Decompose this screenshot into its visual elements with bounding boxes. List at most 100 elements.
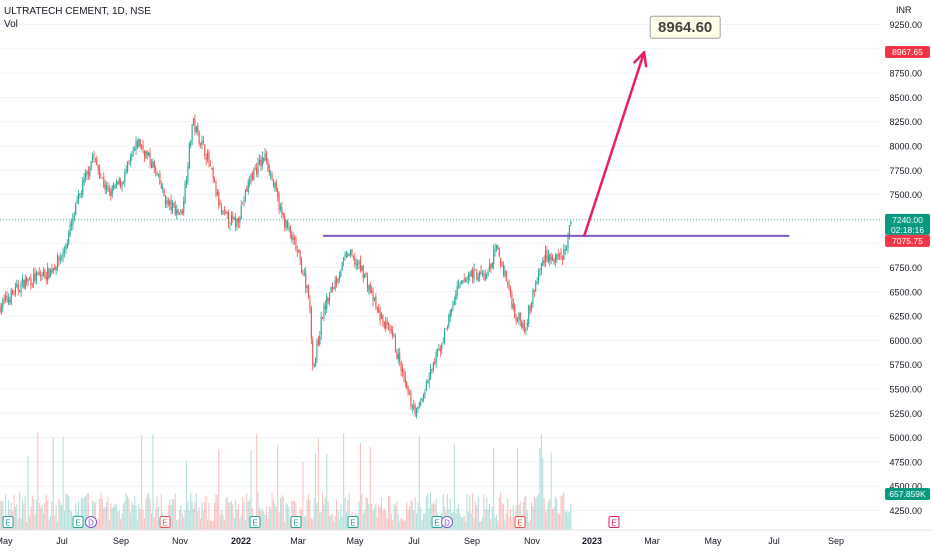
volume-bar [545,512,547,530]
candle-body [458,285,460,286]
volume-bar [343,433,345,530]
volume-bar [333,520,335,530]
volume-bar [226,496,228,530]
candle-body [362,265,364,279]
volume-bar [83,497,85,530]
volume-bar [97,518,99,530]
time-axis-label: Nov [524,536,541,546]
candle-body [437,352,439,354]
candle-body [47,267,49,281]
volume-bar [371,503,373,530]
volume-bar [265,506,268,530]
volume-bar [504,520,506,530]
earnings-marker-label: E [611,519,616,528]
candle-body [470,270,472,277]
price-tick-label: 5750.00 [889,360,922,370]
volume-bar [336,499,338,530]
candle-body [418,402,420,406]
price-tick-label: 5500.00 [889,385,922,395]
volume-bar [197,511,199,530]
candle-body [427,382,429,383]
volume-bar [302,461,304,530]
candle-body [82,181,84,196]
volume-bar [312,519,314,530]
volume-bar [267,518,269,530]
volume-bar [406,502,408,530]
candle-body [244,189,246,200]
level-badge-bg [885,234,930,247]
volume-bar [341,516,343,530]
volume-bar [13,494,15,530]
time-axis-label: Sep [828,536,844,546]
candle-body [100,177,102,179]
candle-body [34,272,36,282]
volume-bar [474,501,476,530]
candle-body [216,192,218,196]
candle-body [542,260,544,266]
candle-body [149,152,151,164]
volume-bar [324,497,326,530]
volume-bar [414,496,416,530]
price-tick-label: 6250.00 [889,312,922,322]
candle-body [536,281,538,284]
volume-bar [40,507,42,530]
candle-body [111,186,113,195]
candle-body [183,201,185,213]
price-tick-label: 5000.00 [889,433,922,443]
volume-bar [375,503,377,530]
candle-body [27,278,29,282]
candle-body [296,250,298,252]
volume-bar [204,501,206,530]
volume-bar [564,511,566,530]
volume-bar [473,518,475,530]
candle-body [108,189,110,192]
volume-bar [561,495,563,530]
candle-body [309,299,311,310]
candle-body [181,211,183,215]
volume-bar [382,510,384,530]
volume-bar [121,513,123,530]
candle-body [319,336,321,344]
volume-bar [30,507,32,530]
volume-bar [519,501,521,530]
volume-bar [0,500,1,530]
volume-bar [560,496,562,530]
candle-body [289,226,291,234]
volume-bar [62,436,64,530]
candle-body [378,308,380,313]
volume-bar [96,520,98,530]
candle-body [148,152,150,157]
volume-bar [481,517,483,530]
candle-body [235,218,237,228]
volume-bar [462,517,464,530]
candle-body [190,140,192,146]
candle-body [365,273,367,276]
candle-body [194,119,196,132]
volume-bar [466,494,468,530]
volume-bar [427,494,429,530]
volume-bar [183,517,185,530]
volume-bar [250,449,252,530]
volume-bar [17,518,19,530]
candle-body [295,238,297,250]
volume-bar [48,519,50,530]
volume-bar [28,515,31,530]
candle-body [198,130,200,144]
candle-body [54,266,56,270]
volume-bar [170,504,172,530]
volume-bar [156,496,158,530]
volume-bar [2,501,4,530]
volume-bar [115,504,117,530]
candle-body [136,141,138,148]
volume-bar [99,498,101,530]
candle-body [94,158,96,160]
volume-bar [138,503,140,530]
candle-body [452,302,454,308]
candle-body [6,296,8,301]
volume-bar [124,501,126,530]
candle-body [178,213,181,215]
candle-body [438,348,440,351]
